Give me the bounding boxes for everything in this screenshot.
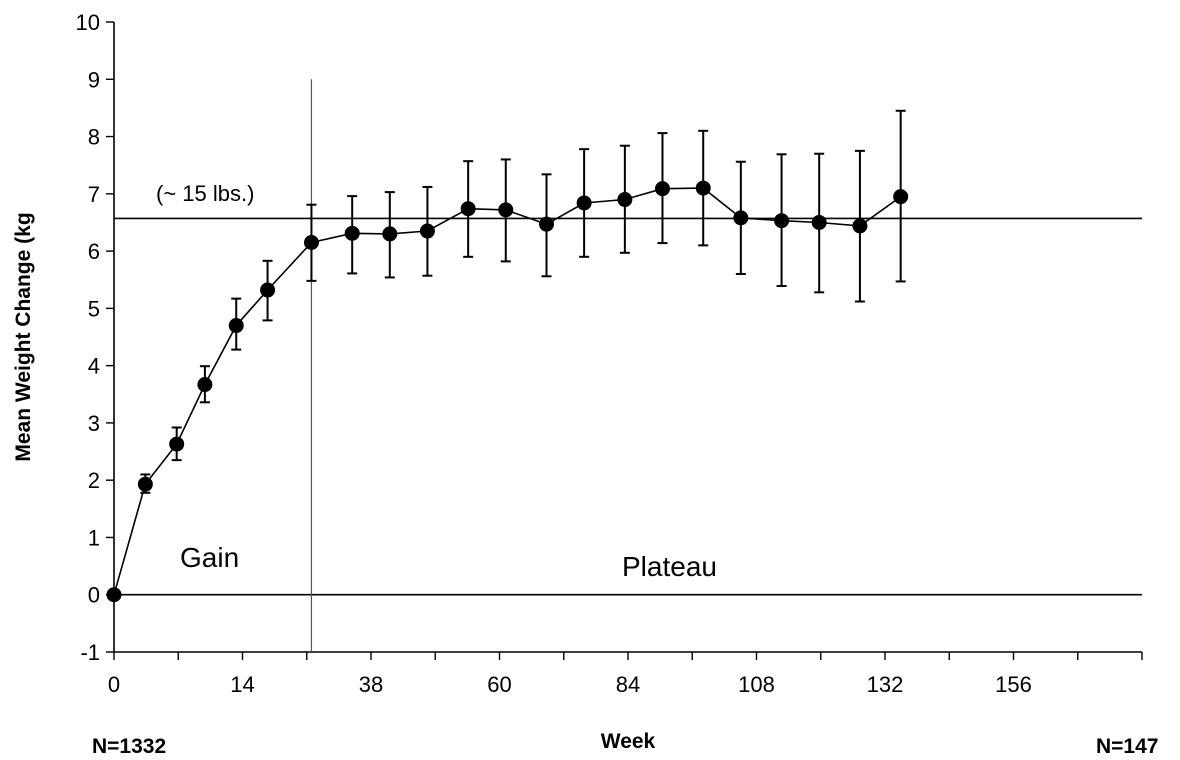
y-tick-label: 0 bbox=[88, 583, 100, 608]
x-tick-label: 108 bbox=[738, 672, 775, 697]
data-point bbox=[137, 476, 153, 492]
y-tick-label: 1 bbox=[88, 525, 100, 550]
x-tick-label: 14 bbox=[230, 672, 254, 697]
x-tick-label: 132 bbox=[867, 672, 904, 697]
data-point bbox=[419, 223, 435, 239]
y-ticks: -1 0 1 2 3 4 5 6 7 8 9 10 bbox=[76, 10, 114, 665]
data-point bbox=[695, 180, 711, 196]
reference-lines bbox=[114, 79, 1142, 652]
data-point bbox=[733, 210, 749, 226]
y-tick-label: 2 bbox=[88, 468, 100, 493]
x-tick-label: 38 bbox=[359, 672, 383, 697]
x-ticks: 0 14 38 60 84 108 132 156 bbox=[108, 652, 1143, 697]
data-point bbox=[260, 282, 276, 298]
y-tick-label: 9 bbox=[88, 67, 100, 92]
data-points bbox=[106, 180, 909, 603]
data-point bbox=[197, 377, 213, 393]
y-tick-label: 5 bbox=[88, 296, 100, 321]
data-point bbox=[539, 216, 555, 232]
data-point bbox=[382, 226, 398, 242]
x-tick-label: 84 bbox=[616, 672, 640, 697]
series-line bbox=[113, 187, 902, 595]
y-tick-label: -1 bbox=[80, 640, 100, 665]
data-point bbox=[498, 202, 514, 218]
x-axis-title: Week bbox=[601, 730, 656, 753]
plateau-annotation: Plateau bbox=[622, 551, 717, 582]
x-tick-label: 60 bbox=[487, 672, 511, 697]
data-point bbox=[228, 318, 244, 334]
y-tick-label: 4 bbox=[88, 354, 100, 379]
y-tick-label: 6 bbox=[88, 239, 100, 264]
n-start-label: N=1332 bbox=[92, 735, 166, 758]
data-point bbox=[811, 214, 827, 230]
data-point bbox=[852, 218, 868, 234]
y-axis-title: Mean Weight Change (kg bbox=[12, 212, 35, 461]
data-point bbox=[774, 213, 790, 229]
data-point bbox=[169, 436, 185, 452]
y-tick-label: 10 bbox=[76, 10, 100, 35]
data-point bbox=[617, 192, 633, 208]
lbs-annotation: (~ 15 lbs.) bbox=[156, 181, 254, 206]
data-point bbox=[576, 195, 592, 211]
x-tick-label: 156 bbox=[995, 672, 1032, 697]
y-tick-label: 7 bbox=[88, 182, 100, 207]
y-tick-label: 8 bbox=[88, 125, 100, 150]
gain-annotation: Gain bbox=[180, 542, 239, 573]
data-point bbox=[893, 189, 909, 205]
data-point bbox=[654, 181, 670, 197]
y-tick-label: 3 bbox=[88, 411, 100, 436]
data-point bbox=[344, 225, 360, 241]
n-end-label: N=147 bbox=[1096, 735, 1158, 758]
error-bars bbox=[140, 109, 906, 494]
data-point bbox=[106, 587, 122, 603]
data-point bbox=[460, 201, 476, 217]
data-point bbox=[303, 235, 319, 250]
x-tick-label: 0 bbox=[108, 672, 120, 697]
